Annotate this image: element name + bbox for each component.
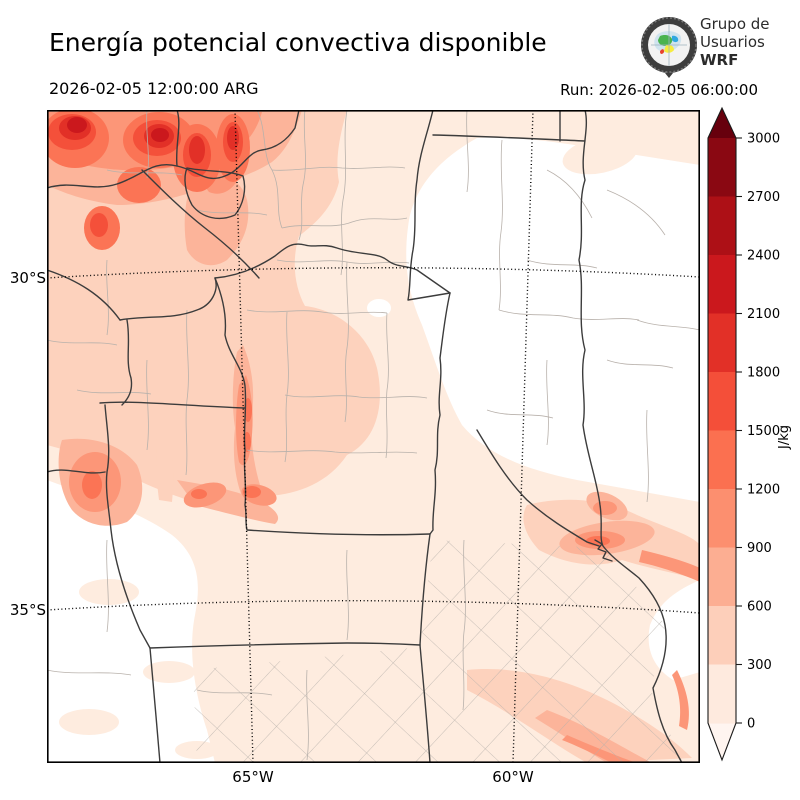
colorbar-segment — [708, 489, 736, 549]
colorbar-tick-label: 0 — [747, 717, 755, 732]
province-borders — [47, 110, 683, 763]
colorbar-unit-label: J/kg — [777, 425, 792, 450]
wrf-logo-emblem — [641, 17, 697, 78]
gridline-60W — [512, 110, 534, 763]
colorbar-segment — [708, 664, 736, 724]
wrf-logo-text: Grupo de Usuarios WRF — [700, 15, 770, 69]
logo-line-1: Grupo de — [700, 15, 770, 33]
colorbar-segment — [708, 138, 736, 198]
buenos-aires-partido-grid — [193, 540, 683, 763]
colorbar-segment — [708, 313, 736, 373]
colorbar-tick-label: 900 — [747, 541, 772, 556]
colorbar-outline — [707, 106, 737, 762]
colorbar-tick-label: 2700 — [747, 190, 780, 205]
colorbar-tick-label: 1500 — [747, 424, 780, 439]
colorbar-tick-label: 2400 — [747, 249, 780, 264]
graticule-gridlines — [47, 110, 700, 763]
colorbar-segment — [708, 606, 736, 666]
lon-tick-65w: 65°W — [232, 768, 274, 786]
colorbar-tick-label: 300 — [747, 658, 772, 673]
run-time-label: Run: 2026-02-05 06:00:00 — [560, 81, 758, 99]
colorbar-segment — [708, 430, 736, 490]
colorbar-segment — [708, 255, 736, 315]
colorbar-under-arrow — [708, 723, 736, 760]
colorbar-over-arrow — [708, 108, 736, 138]
colorbar-tick-label: 2100 — [747, 307, 780, 322]
logo-line-2: Usuarios — [700, 33, 765, 51]
cape-map-canvas — [47, 110, 700, 763]
lat-tick-30s: 30°S — [9, 269, 46, 287]
page-title: Energía potencial convectiva disponible — [49, 28, 547, 57]
colorbar-tick-label: 600 — [747, 600, 772, 615]
map-frame — [47, 110, 700, 763]
colorbar-segment — [708, 196, 736, 256]
colorbar-tick-label: 3000 — [747, 132, 780, 147]
colorbar-segment — [708, 372, 736, 432]
colorbar-tick-label: 1800 — [747, 366, 780, 381]
valid-time-label: 2026-02-05 12:00:00 ARG — [49, 79, 259, 98]
lon-tick-60w: 60°W — [492, 768, 534, 786]
logo-line-3: WRF — [700, 51, 739, 69]
colorbar-tick-label: 1200 — [747, 483, 780, 498]
colorbar-segment — [708, 547, 736, 607]
logo-globe-art — [651, 24, 687, 66]
logo-ribbon — [665, 73, 673, 78]
gridline-65W — [234, 110, 254, 763]
lat-tick-35s: 35°S — [9, 601, 46, 619]
